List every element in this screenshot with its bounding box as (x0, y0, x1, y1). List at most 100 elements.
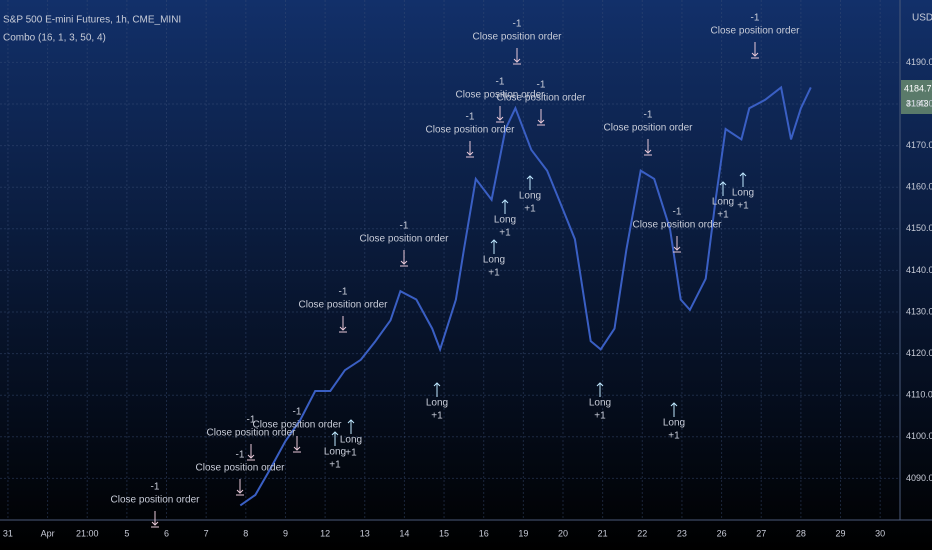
entry-arrow (596, 382, 604, 397)
entry-label: Long (340, 435, 362, 446)
order-arrow (537, 109, 545, 126)
order-arrow (751, 42, 759, 59)
y-tick-label: 4170.00 (906, 140, 932, 150)
order-label: Close position order (111, 495, 201, 506)
x-tick-label: 14 (399, 528, 409, 538)
order-label: Close position order (360, 234, 450, 245)
x-tick-label: 12 (320, 528, 330, 538)
order-arrow (339, 316, 347, 333)
entry-qty: +1 (345, 448, 357, 459)
entry-qty: +1 (431, 411, 443, 422)
order-arrow (400, 250, 408, 267)
entry-arrow (433, 382, 441, 397)
order-qty: -1 (751, 13, 760, 24)
entry-label: Long (663, 418, 685, 429)
order-label: Close position order (253, 420, 343, 431)
entry-arrow (331, 431, 339, 446)
x-tick-label: 22 (637, 528, 647, 538)
y-tick-label: 4100.00 (906, 431, 932, 441)
y-tick-label: 4160.00 (906, 182, 932, 192)
x-tick-label: 9 (283, 528, 288, 538)
x-tick-label: 30 (875, 528, 885, 538)
x-tick-label: 26 (717, 528, 727, 538)
x-tick-label: 15 (439, 528, 449, 538)
order-label: Close position order (604, 123, 694, 134)
order-label: Close position order (299, 300, 389, 311)
x-tick-label: 29 (836, 528, 846, 538)
order-qty: -1 (339, 287, 348, 298)
entry-arrow (347, 419, 355, 434)
order-label: Close position order (456, 90, 546, 101)
entry-arrow (501, 199, 509, 214)
order-qty: -1 (466, 112, 475, 123)
entry-arrow (670, 402, 678, 417)
entry-qty: +1 (668, 431, 680, 442)
x-tick-label: 13 (360, 528, 370, 538)
entry-qty: +1 (737, 201, 749, 212)
entry-qty: +1 (488, 268, 500, 279)
entry-qty: +1 (329, 460, 341, 471)
y-tick-label: 4120.00 (906, 348, 932, 358)
y-tick-label: 4140.00 (906, 265, 932, 275)
order-arrow (496, 106, 504, 123)
entry-label: Long (712, 197, 734, 208)
y-tick-label: 4090.00 (906, 473, 932, 483)
entry-qty: +1 (524, 204, 536, 215)
x-tick-label: 23 (677, 528, 687, 538)
x-tick-label: Apr (41, 528, 55, 538)
order-label: Close position order (196, 463, 286, 474)
y-tick-label: 4180.00 (906, 98, 932, 108)
price-tag-countdown: 31:43 (906, 98, 929, 108)
y-tick-label: 4110.00 (906, 390, 932, 400)
order-qty: -1 (247, 415, 256, 426)
entry-label: Long (483, 255, 505, 266)
x-tick-label: 6 (164, 528, 169, 538)
order-label: Close position order (207, 428, 297, 439)
order-arrow (151, 511, 159, 528)
x-tick-label: 5 (124, 528, 129, 538)
entry-label: Long (589, 398, 611, 409)
order-qty: -1 (151, 482, 160, 493)
entry-label: Long (519, 191, 541, 202)
x-tick-label: 8 (243, 528, 248, 538)
price-tag-price: 4184.75 (904, 83, 932, 93)
order-arrow (293, 436, 301, 453)
order-arrow (466, 141, 474, 158)
order-qty: -1 (496, 77, 505, 88)
order-qty: -1 (644, 110, 653, 121)
order-qty: -1 (236, 450, 245, 461)
entry-qty: +1 (594, 411, 606, 422)
entry-label: Long (324, 447, 346, 458)
order-label: Close position order (426, 125, 516, 136)
x-tick-label: 7 (204, 528, 209, 538)
order-arrow (673, 236, 681, 253)
y-tick-label: 4150.00 (906, 223, 932, 233)
entry-qty: +1 (499, 228, 511, 239)
x-tick-label: 27 (756, 528, 766, 538)
entry-arrow (739, 172, 747, 187)
x-tick-label: 21:00 (76, 528, 99, 538)
currency: USD (912, 13, 932, 24)
indicator-label: Combo (16, 1, 3, 50, 4) (3, 33, 106, 44)
order-qty: -1 (293, 407, 302, 418)
order-arrow (513, 48, 521, 65)
order-label: Close position order (497, 93, 587, 104)
x-tick-label: 20 (558, 528, 568, 538)
x-tick-label: 19 (518, 528, 528, 538)
x-tick-label: 31 (3, 528, 13, 538)
order-arrow (236, 479, 244, 496)
price-tag (901, 80, 932, 114)
order-label: Close position order (633, 220, 723, 231)
order-label: Close position order (473, 32, 563, 43)
entry-label: Long (426, 398, 448, 409)
entry-label: Long (494, 215, 516, 226)
order-qty: -1 (673, 207, 682, 218)
entry-qty: +1 (717, 210, 729, 221)
order-qty: -1 (513, 19, 522, 30)
order-arrow (247, 444, 255, 461)
order-label: Close position order (711, 26, 801, 37)
price-line (239, 85, 812, 507)
order-qty: -1 (537, 80, 546, 91)
entry-arrow (719, 181, 727, 196)
